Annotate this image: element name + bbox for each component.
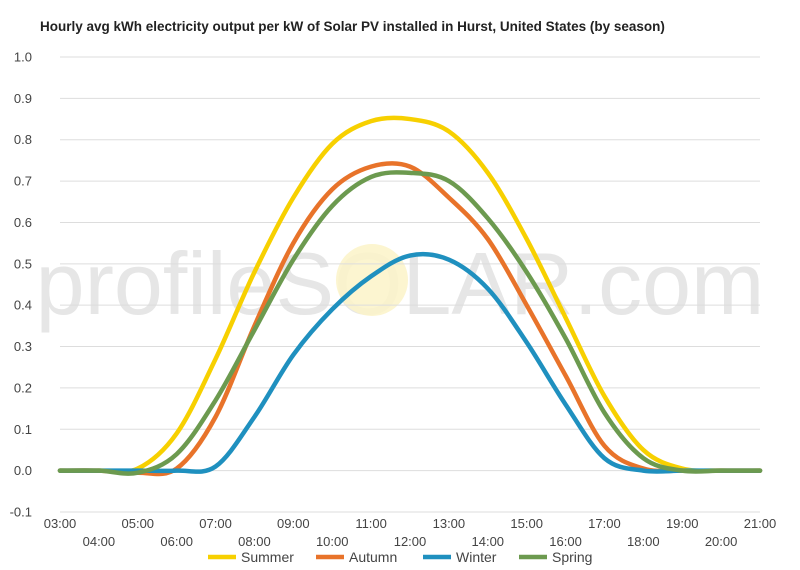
x-tick-label: 17:00 — [588, 516, 621, 531]
x-tick-label: 05:00 — [122, 516, 155, 531]
y-tick-label: 0.4 — [14, 298, 32, 313]
series-line-summer — [57, 115, 763, 475]
y-tick-label: -0.1 — [10, 505, 32, 520]
y-tick-label: 0.7 — [14, 174, 32, 189]
x-tick-label: 19:00 — [666, 516, 699, 531]
chart-title: Hourly avg kWh electricity output per kW… — [40, 19, 665, 34]
x-tick-label: 08:00 — [238, 534, 271, 549]
x-tick-label: 07:00 — [199, 516, 232, 531]
x-tick-label: 03:00 — [44, 516, 77, 531]
y-tick-label: 1.0 — [14, 50, 32, 65]
y-tick-label: 0.1 — [14, 422, 32, 437]
series-line-winter — [57, 251, 763, 474]
x-tick-label: 16:00 — [549, 534, 582, 549]
legend-label-winter: Winter — [456, 549, 497, 565]
y-tick-label: 0.6 — [14, 215, 32, 230]
series-line-autumn — [57, 161, 763, 477]
x-tick-label: 14:00 — [472, 534, 505, 549]
x-tick-label: 09:00 — [277, 516, 310, 531]
legend-label-summer: Summer — [241, 549, 294, 565]
x-tick-label: 20:00 — [705, 534, 738, 549]
legend-label-spring: Spring — [552, 549, 592, 565]
x-tick-label: 06:00 — [160, 534, 193, 549]
x-tick-label: 04:00 — [83, 534, 116, 549]
x-tick-label: 15:00 — [510, 516, 543, 531]
x-tick-label: 13:00 — [433, 516, 466, 531]
y-tick-label: 0.8 — [14, 132, 32, 147]
x-tick-label: 10:00 — [316, 534, 349, 549]
x-tick-label: 21:00 — [744, 516, 777, 531]
series-line-spring — [57, 170, 763, 476]
y-tick-label: 0.3 — [14, 339, 32, 354]
x-tick-label: 12:00 — [394, 534, 427, 549]
legend-label-autumn: Autumn — [349, 549, 397, 565]
x-tick-label: 18:00 — [627, 534, 660, 549]
y-tick-label: 0.2 — [14, 380, 32, 395]
y-tick-label: 0.9 — [14, 91, 32, 106]
y-tick-label: 0.5 — [14, 256, 32, 271]
x-tick-label: 11:00 — [355, 516, 387, 531]
y-tick-label: 0.0 — [14, 463, 32, 478]
